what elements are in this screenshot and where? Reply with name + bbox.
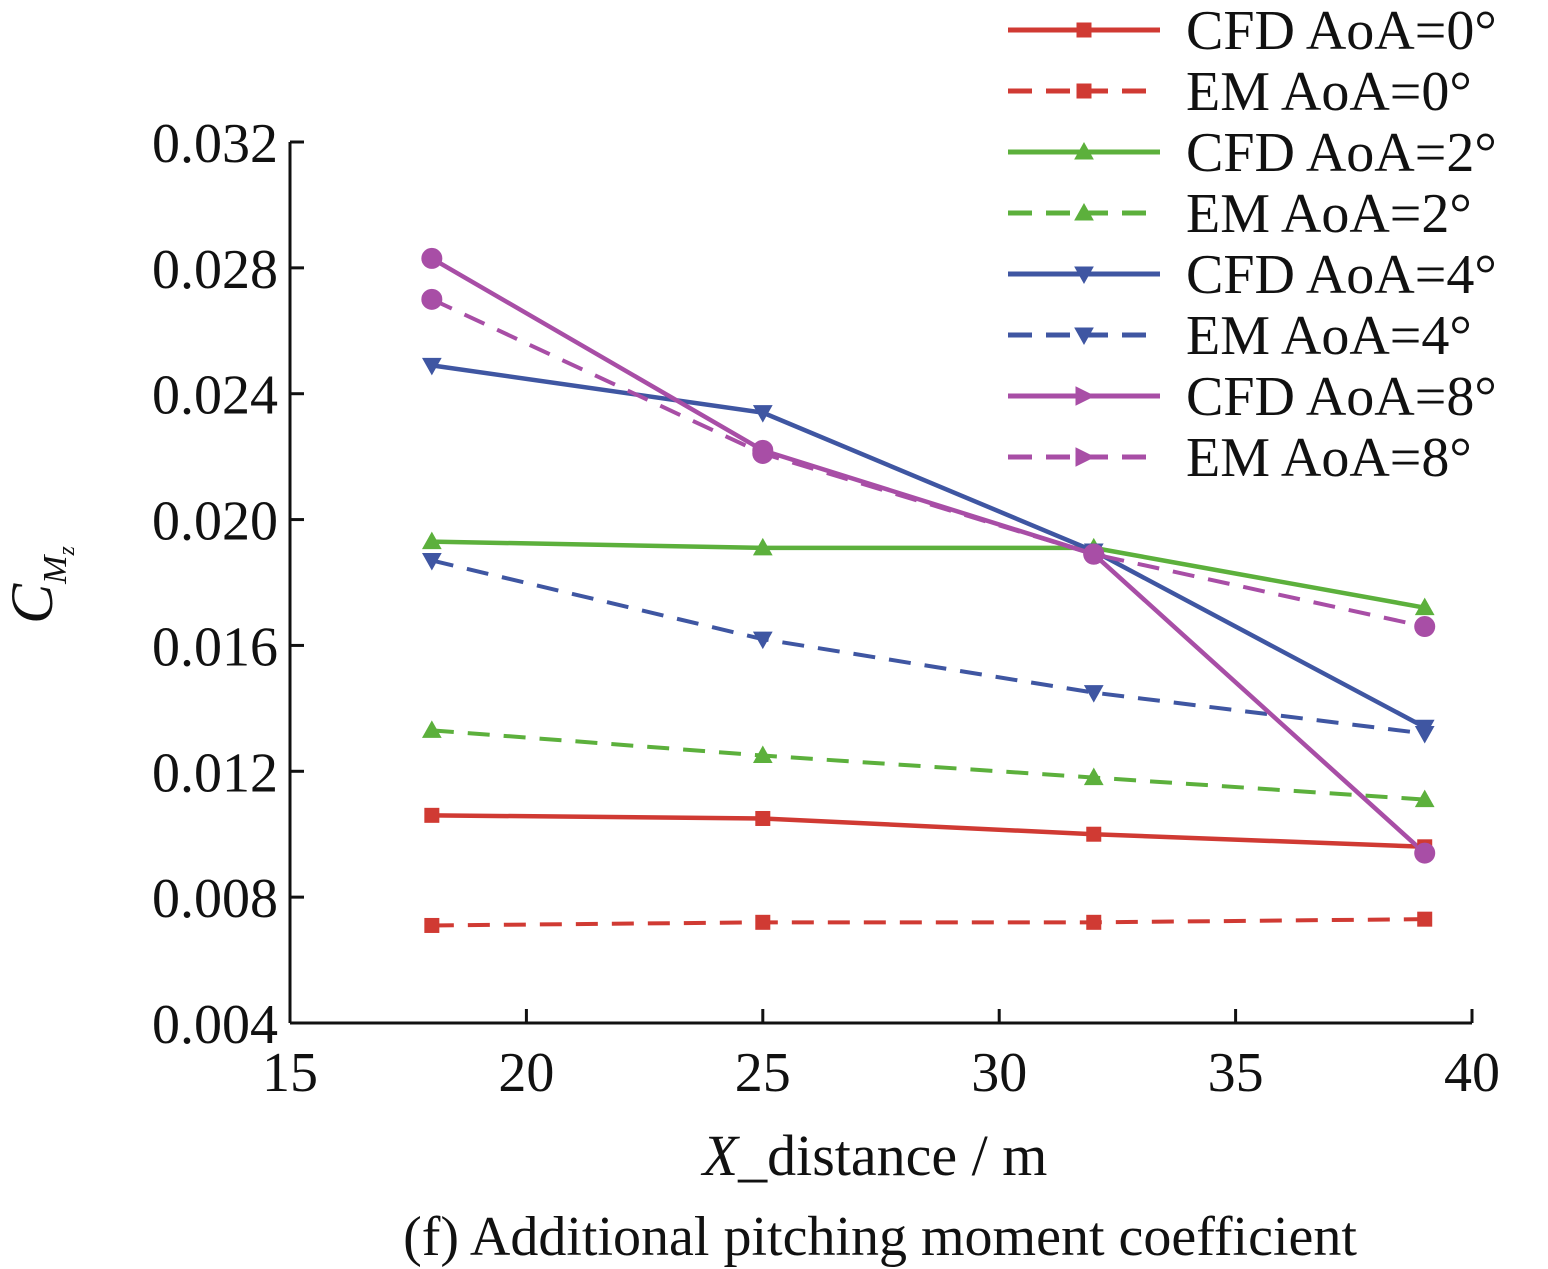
data-point bbox=[424, 807, 440, 823]
data-point bbox=[755, 914, 771, 930]
x-tick-label: 40 bbox=[1444, 1042, 1500, 1104]
x-tick-label: 20 bbox=[498, 1042, 554, 1104]
series-line bbox=[430, 256, 1427, 855]
data-point bbox=[421, 357, 442, 376]
x-tick-label: 35 bbox=[1208, 1042, 1264, 1104]
series-lines bbox=[430, 256, 1427, 928]
data-point bbox=[1414, 616, 1436, 638]
y-axis-label-sub2: z bbox=[54, 545, 80, 556]
figure-caption: (f) Additional pitching moment coefficie… bbox=[403, 1206, 1357, 1268]
legend-marker bbox=[1076, 22, 1092, 38]
series-markers bbox=[421, 247, 1436, 933]
y-tick-label: 0.028 bbox=[152, 239, 278, 301]
data-point bbox=[421, 288, 443, 310]
x-axis-label-italic: X bbox=[701, 1123, 741, 1188]
data-point bbox=[752, 442, 774, 464]
legend: CFD AoA=0°EM AoA=0°CFD AoA=2°EM AoA=2°CF… bbox=[1008, 0, 1497, 489]
legend-label: CFD AoA=0° bbox=[1186, 0, 1497, 62]
data-point bbox=[1086, 826, 1102, 842]
x-tick-label: 30 bbox=[971, 1042, 1027, 1104]
axes bbox=[288, 142, 1472, 1025]
legend-label: CFD AoA=8° bbox=[1186, 366, 1497, 428]
legend-marker bbox=[1074, 266, 1094, 285]
legend-label: EM AoA=4° bbox=[1186, 305, 1472, 367]
data-point bbox=[1083, 767, 1104, 786]
series-line bbox=[431, 813, 1425, 850]
legend-label: EM AoA=8° bbox=[1186, 427, 1472, 489]
y-tick-label: 0.004 bbox=[152, 994, 278, 1056]
data-point bbox=[1414, 726, 1435, 744]
x-tick-label: 25 bbox=[735, 1042, 791, 1104]
y-tick-label: 0.008 bbox=[152, 868, 278, 930]
x-axis-label-text: _distance / m bbox=[737, 1123, 1047, 1188]
data-point bbox=[752, 405, 773, 423]
legend-label: CFD AoA=2° bbox=[1186, 122, 1497, 184]
y-tick-label: 0.016 bbox=[152, 616, 278, 678]
data-point bbox=[421, 247, 443, 269]
y-tick-label: 0.020 bbox=[152, 491, 278, 553]
data-point bbox=[1083, 543, 1105, 565]
data-point bbox=[421, 552, 442, 571]
legend-label: EM AoA=0° bbox=[1186, 61, 1472, 123]
x-tick-label: 15 bbox=[262, 1042, 318, 1104]
x-axis-label: X_distance / m bbox=[701, 1123, 1048, 1188]
series-line bbox=[431, 363, 1426, 730]
data-point bbox=[1086, 914, 1102, 930]
data-point bbox=[421, 720, 442, 738]
series-line bbox=[431, 558, 1425, 736]
data-point bbox=[1414, 597, 1435, 616]
series-line bbox=[431, 728, 1425, 802]
y-tick-label: 0.032 bbox=[152, 113, 278, 175]
legend-marker bbox=[1075, 447, 1096, 467]
data-point bbox=[752, 745, 773, 764]
y-axis-label-sub1: M bbox=[37, 554, 74, 585]
legend-marker bbox=[1074, 202, 1094, 221]
series-line bbox=[430, 297, 1426, 629]
data-point bbox=[1083, 685, 1104, 703]
legend-marker bbox=[1075, 386, 1096, 406]
x-ticks: 15 20 25 30 35 40 bbox=[262, 1009, 1500, 1104]
data-point bbox=[755, 810, 771, 826]
data-point bbox=[752, 631, 773, 650]
y-ticks: 0.004 0.008 0.012 0.016 0.020 0.024 0.028 0.032 bbox=[152, 113, 304, 1056]
data-point bbox=[1414, 789, 1435, 808]
legend-marker bbox=[1074, 327, 1094, 346]
series-line bbox=[431, 917, 1425, 928]
legend-marker bbox=[1076, 83, 1092, 99]
data-point bbox=[1414, 842, 1436, 864]
legend-label: CFD AoA=4° bbox=[1186, 244, 1497, 306]
data-point bbox=[752, 537, 773, 556]
y-axis-label: CMz bbox=[0, 545, 80, 623]
legend-marker bbox=[1074, 141, 1094, 160]
y-tick-label: 0.012 bbox=[152, 742, 278, 804]
data-point bbox=[424, 917, 440, 933]
y-axis-label-main: C bbox=[0, 583, 65, 624]
y-tick-label: 0.024 bbox=[152, 365, 278, 427]
legend-label: EM AoA=2° bbox=[1186, 183, 1472, 245]
data-point bbox=[421, 531, 442, 550]
data-point bbox=[1417, 911, 1433, 927]
series-line bbox=[431, 539, 1426, 610]
